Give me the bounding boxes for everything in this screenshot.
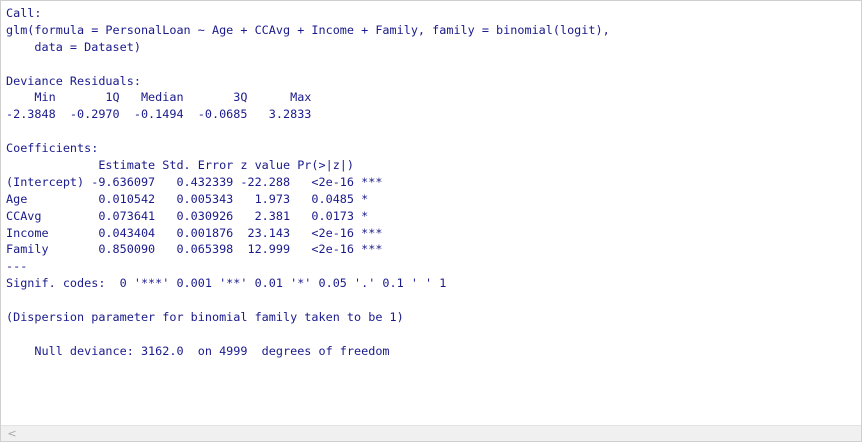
deviance-residuals-header: Deviance Residuals: <box>6 73 141 88</box>
null-deviance-line: Null deviance: 3162.0 on 4999 degrees of… <box>6 343 390 358</box>
call-header: Call: <box>6 6 42 20</box>
coefficient-row-ccavg: CCAvg 0.073641 0.030926 2.381 0.0173 * <box>6 208 369 223</box>
coefficient-row-age: Age 0.010542 0.005343 1.973 0.0485 * <box>6 191 369 206</box>
blank-line <box>6 292 861 309</box>
coefficient-row-income: Income 0.043404 0.001876 23.143 <2e-16 *… <box>6 225 383 240</box>
coefficients-header: Coefficients: <box>6 141 99 156</box>
glm-call-continuation: data = Dataset) <box>6 39 141 54</box>
coefficient-row-intercept: (Intercept) -9.636097 0.432339 -22.288 <… <box>6 174 383 189</box>
blank-line <box>6 326 861 343</box>
separator-line: --- <box>6 259 28 274</box>
coefficient-row-family: Family 0.850090 0.065398 12.999 <2e-16 *… <box>6 242 383 257</box>
dispersion-line: (Dispersion parameter for binomial famil… <box>6 310 404 325</box>
residuals-values: -2.3848 -0.2970 -0.1494 -0.0685 3.2833 <box>6 107 312 122</box>
signif-codes-line: Signif. codes: 0 '***' 0.001 '**' 0.01 '… <box>6 276 447 291</box>
residuals-column-headers: Min 1Q Median 3Q Max <box>6 90 312 105</box>
scroll-left-arrow-icon[interactable]: < <box>7 427 17 440</box>
glm-call-line: glm(formula = PersonalLoan ~ Age + CCAvg… <box>6 22 610 37</box>
blank-line <box>6 123 861 140</box>
blank-line <box>6 56 861 73</box>
coefficients-column-headers: Estimate Std. Error z value Pr(>|z|) <box>6 158 355 173</box>
console-output: Call: glm(formula = PersonalLoan ~ Age +… <box>1 1 861 427</box>
horizontal-scrollbar[interactable]: < <box>1 425 861 441</box>
